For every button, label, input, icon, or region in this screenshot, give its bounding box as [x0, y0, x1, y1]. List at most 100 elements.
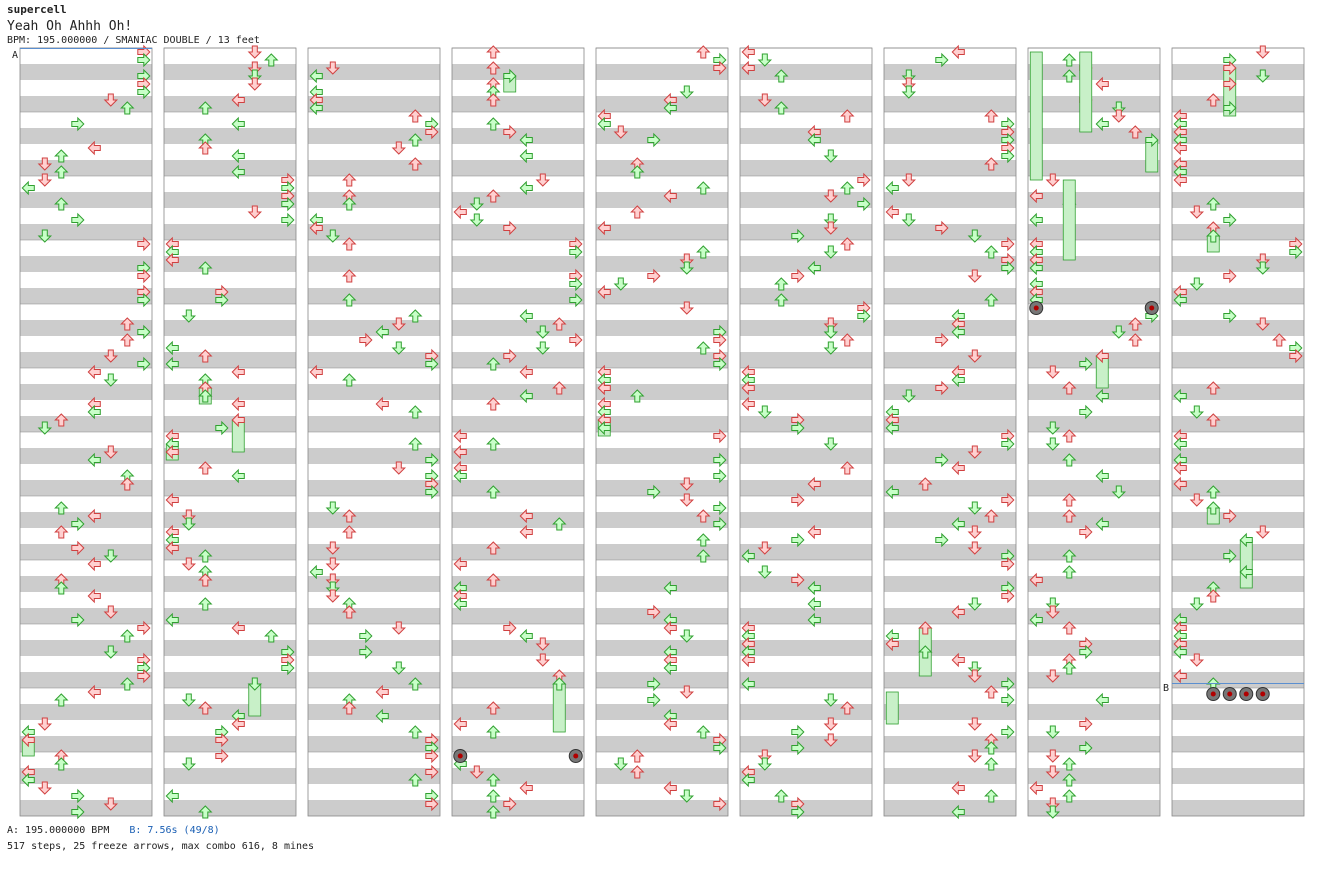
beat-stripe — [20, 448, 152, 464]
step-arrow — [791, 740, 805, 756]
marker-b-label: B — [1163, 683, 1169, 694]
step-arrow — [425, 796, 439, 812]
step-arrow — [1239, 532, 1253, 548]
step-arrow — [1001, 588, 1015, 604]
step-arrow — [1095, 468, 1109, 484]
step-arrow — [486, 189, 501, 203]
step-arrow — [519, 308, 533, 324]
step-arrow — [325, 229, 341, 243]
step-arrow — [281, 212, 295, 228]
beat-stripe — [1028, 640, 1160, 656]
step-arrow — [1029, 188, 1043, 204]
song-title: Yeah Oh Ahhh Oh! — [7, 19, 133, 34]
beat-stripe — [164, 672, 296, 688]
beat-stripe — [740, 64, 872, 80]
step-arrow — [535, 341, 551, 355]
step-arrow — [181, 757, 197, 771]
mine — [568, 749, 583, 763]
step-arrow — [1029, 260, 1043, 276]
chart-column — [1027, 47, 1161, 819]
step-arrow — [713, 452, 727, 468]
step-arrow — [757, 93, 773, 107]
beat-stripe — [452, 384, 584, 400]
beat-stripe — [596, 736, 728, 752]
bpm-a-label: A: 195.000000 BPM — [7, 825, 110, 836]
step-arrow — [181, 693, 197, 707]
step-arrow — [486, 45, 501, 59]
beat-stripe — [452, 704, 584, 720]
beat-stripe — [1172, 800, 1304, 816]
step-arrow — [37, 781, 53, 795]
step-arrow — [215, 420, 229, 436]
step-arrow — [885, 180, 899, 196]
step-arrow — [597, 116, 611, 132]
step-arrow — [935, 380, 949, 396]
step-arrow — [630, 765, 645, 779]
step-arrow — [391, 621, 407, 635]
step-arrow — [486, 93, 501, 107]
beat-stripe — [308, 672, 440, 688]
step-arrow — [951, 516, 965, 532]
step-arrow — [1189, 653, 1205, 667]
beat-stripe — [596, 800, 728, 816]
beat-stripe — [884, 448, 1016, 464]
step-arrow — [1062, 621, 1077, 635]
step-arrow — [807, 596, 821, 612]
step-arrow — [807, 260, 821, 276]
beat-stripe — [20, 256, 152, 272]
step-arrow — [885, 484, 899, 500]
beat-stripe — [740, 576, 872, 592]
beat-stripe — [452, 288, 584, 304]
step-arrow — [984, 789, 999, 803]
step-arrow — [425, 452, 439, 468]
step-arrow — [309, 68, 323, 84]
step-arrow — [137, 52, 151, 68]
step-arrow — [425, 484, 439, 500]
chart-column — [739, 44, 873, 820]
step-arrow — [519, 132, 533, 148]
step-arrow — [486, 773, 501, 787]
column-border — [1027, 47, 1161, 817]
step-arrow — [951, 44, 965, 60]
step-arrow — [1145, 132, 1159, 148]
step-arrow — [696, 533, 711, 547]
beat-stripe — [1028, 416, 1160, 432]
step-arrow — [87, 140, 101, 156]
beat-stripe — [740, 800, 872, 816]
step-arrow — [103, 605, 119, 619]
step-arrow — [1289, 244, 1303, 260]
beat-stripe — [1028, 192, 1160, 208]
step-arrow — [469, 213, 485, 227]
step-arrow — [231, 412, 245, 428]
chart-column — [1171, 45, 1305, 817]
step-arrow — [231, 396, 245, 412]
beat-stripe — [164, 352, 296, 368]
step-arrow — [569, 332, 583, 348]
beat-stripe — [740, 224, 872, 240]
step-arrow — [1255, 45, 1271, 59]
beat-stripe — [740, 288, 872, 304]
step-arrow — [791, 532, 805, 548]
step-arrow — [486, 701, 501, 715]
step-arrow — [984, 109, 999, 123]
beat-stripe — [1028, 800, 1160, 816]
beat-stripe — [884, 64, 1016, 80]
step-arrow — [647, 132, 661, 148]
step-arrow — [137, 236, 151, 252]
mine-core — [1149, 305, 1155, 311]
step-arrow — [1001, 492, 1015, 508]
step-arrow — [951, 652, 965, 668]
beat-stripe — [740, 384, 872, 400]
step-arrow — [696, 341, 711, 355]
step-arrow — [231, 364, 245, 380]
beat-stripe — [452, 800, 584, 816]
beat-stripe — [452, 576, 584, 592]
step-arrow — [486, 437, 501, 451]
step-arrow — [1173, 436, 1187, 452]
step-arrow — [486, 357, 501, 371]
beat-stripe — [1172, 576, 1304, 592]
beat-stripe — [452, 768, 584, 784]
step-arrow — [486, 725, 501, 739]
step-arrow — [535, 325, 551, 339]
beat-stripe — [308, 576, 440, 592]
